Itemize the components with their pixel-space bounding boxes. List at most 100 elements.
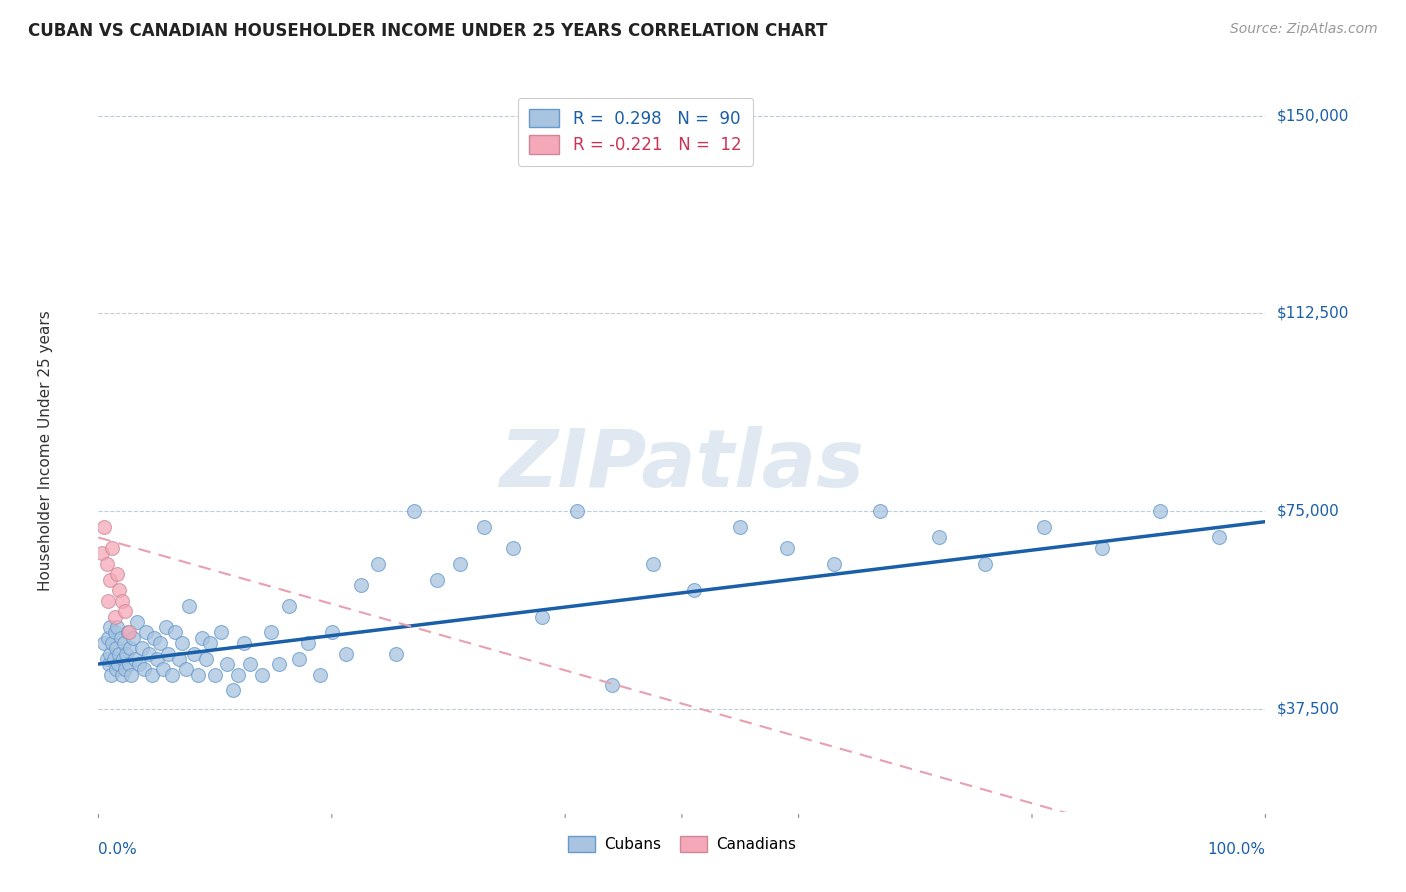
Text: $150,000: $150,000 [1277, 108, 1348, 123]
Point [143, 631, 166, 645]
Point [118, 625, 141, 640]
Point [97, 594, 120, 608]
Point [98, 647, 121, 661]
Point [869, 504, 891, 518]
Point [187, 667, 209, 681]
Point [204, 667, 226, 681]
Text: Source: ZipAtlas.com: Source: ZipAtlas.com [1230, 22, 1378, 37]
Point [174, 662, 197, 676]
Point [111, 652, 134, 666]
Point [110, 631, 132, 645]
Point [90, 546, 112, 560]
Text: Householder Income Under 25 years: Householder Income Under 25 years [38, 310, 53, 591]
Point [776, 541, 799, 555]
Point [118, 641, 141, 656]
Point [165, 625, 187, 640]
Point [600, 678, 623, 692]
Point [1032, 520, 1054, 534]
Point [93, 520, 115, 534]
Point [233, 636, 256, 650]
Point [105, 620, 128, 634]
Point [1149, 504, 1171, 518]
Point [221, 683, 243, 698]
Point [228, 667, 250, 681]
Point [114, 604, 136, 618]
Point [160, 667, 183, 681]
Point [335, 647, 357, 661]
Point [402, 504, 425, 518]
Point [191, 631, 214, 645]
Point [565, 504, 588, 518]
Point [472, 520, 495, 534]
Point [132, 662, 155, 676]
Point [108, 647, 131, 661]
Point [114, 662, 136, 676]
Point [152, 662, 174, 676]
Point [104, 662, 127, 676]
Point [502, 541, 524, 555]
Text: 100.0%: 100.0% [1208, 842, 1265, 857]
Point [155, 620, 177, 634]
Point [117, 625, 139, 640]
Point [124, 652, 146, 666]
Point [122, 631, 145, 645]
Point [104, 625, 127, 640]
Point [104, 609, 127, 624]
Point [209, 625, 232, 640]
Point [1091, 541, 1114, 555]
Point [350, 578, 373, 592]
Point [104, 641, 127, 656]
Point [98, 573, 121, 587]
Point [96, 652, 118, 666]
Point [135, 625, 157, 640]
Point [103, 652, 125, 666]
Point [146, 652, 169, 666]
Point [641, 557, 664, 571]
Point [269, 657, 291, 671]
Point [426, 573, 449, 587]
Point [100, 667, 122, 681]
Point [260, 625, 283, 640]
Point [172, 636, 194, 650]
Point [823, 557, 845, 571]
Point [200, 636, 222, 650]
Point [125, 615, 148, 629]
Point [118, 657, 141, 671]
Point [131, 641, 153, 656]
Point [138, 647, 160, 661]
Text: 0.0%: 0.0% [98, 842, 138, 857]
Point [98, 620, 121, 634]
Point [288, 652, 311, 666]
Point [167, 652, 190, 666]
Point [730, 520, 752, 534]
Point [105, 567, 128, 582]
Point [928, 531, 950, 545]
Point [385, 647, 408, 661]
Point [449, 557, 471, 571]
Point [321, 625, 343, 640]
Point [297, 636, 319, 650]
Point [101, 541, 124, 555]
Text: $112,500: $112,500 [1277, 306, 1348, 321]
Point [250, 667, 273, 681]
Point [101, 636, 124, 650]
Text: ZIPatlas: ZIPatlas [499, 425, 865, 504]
Point [120, 667, 142, 681]
Point [111, 594, 134, 608]
Point [309, 667, 332, 681]
Point [149, 636, 172, 650]
Point [277, 599, 299, 613]
Point [974, 557, 997, 571]
Point [179, 599, 201, 613]
Text: $75,000: $75,000 [1277, 504, 1340, 518]
Point [157, 647, 180, 661]
Point [1208, 531, 1230, 545]
Point [682, 583, 704, 598]
Point [367, 557, 389, 571]
Point [111, 667, 134, 681]
Legend: Cubans, Canadians: Cubans, Canadians [561, 830, 803, 858]
Text: $37,500: $37,500 [1277, 701, 1340, 716]
Point [96, 557, 118, 571]
Point [115, 647, 138, 661]
Point [530, 609, 553, 624]
